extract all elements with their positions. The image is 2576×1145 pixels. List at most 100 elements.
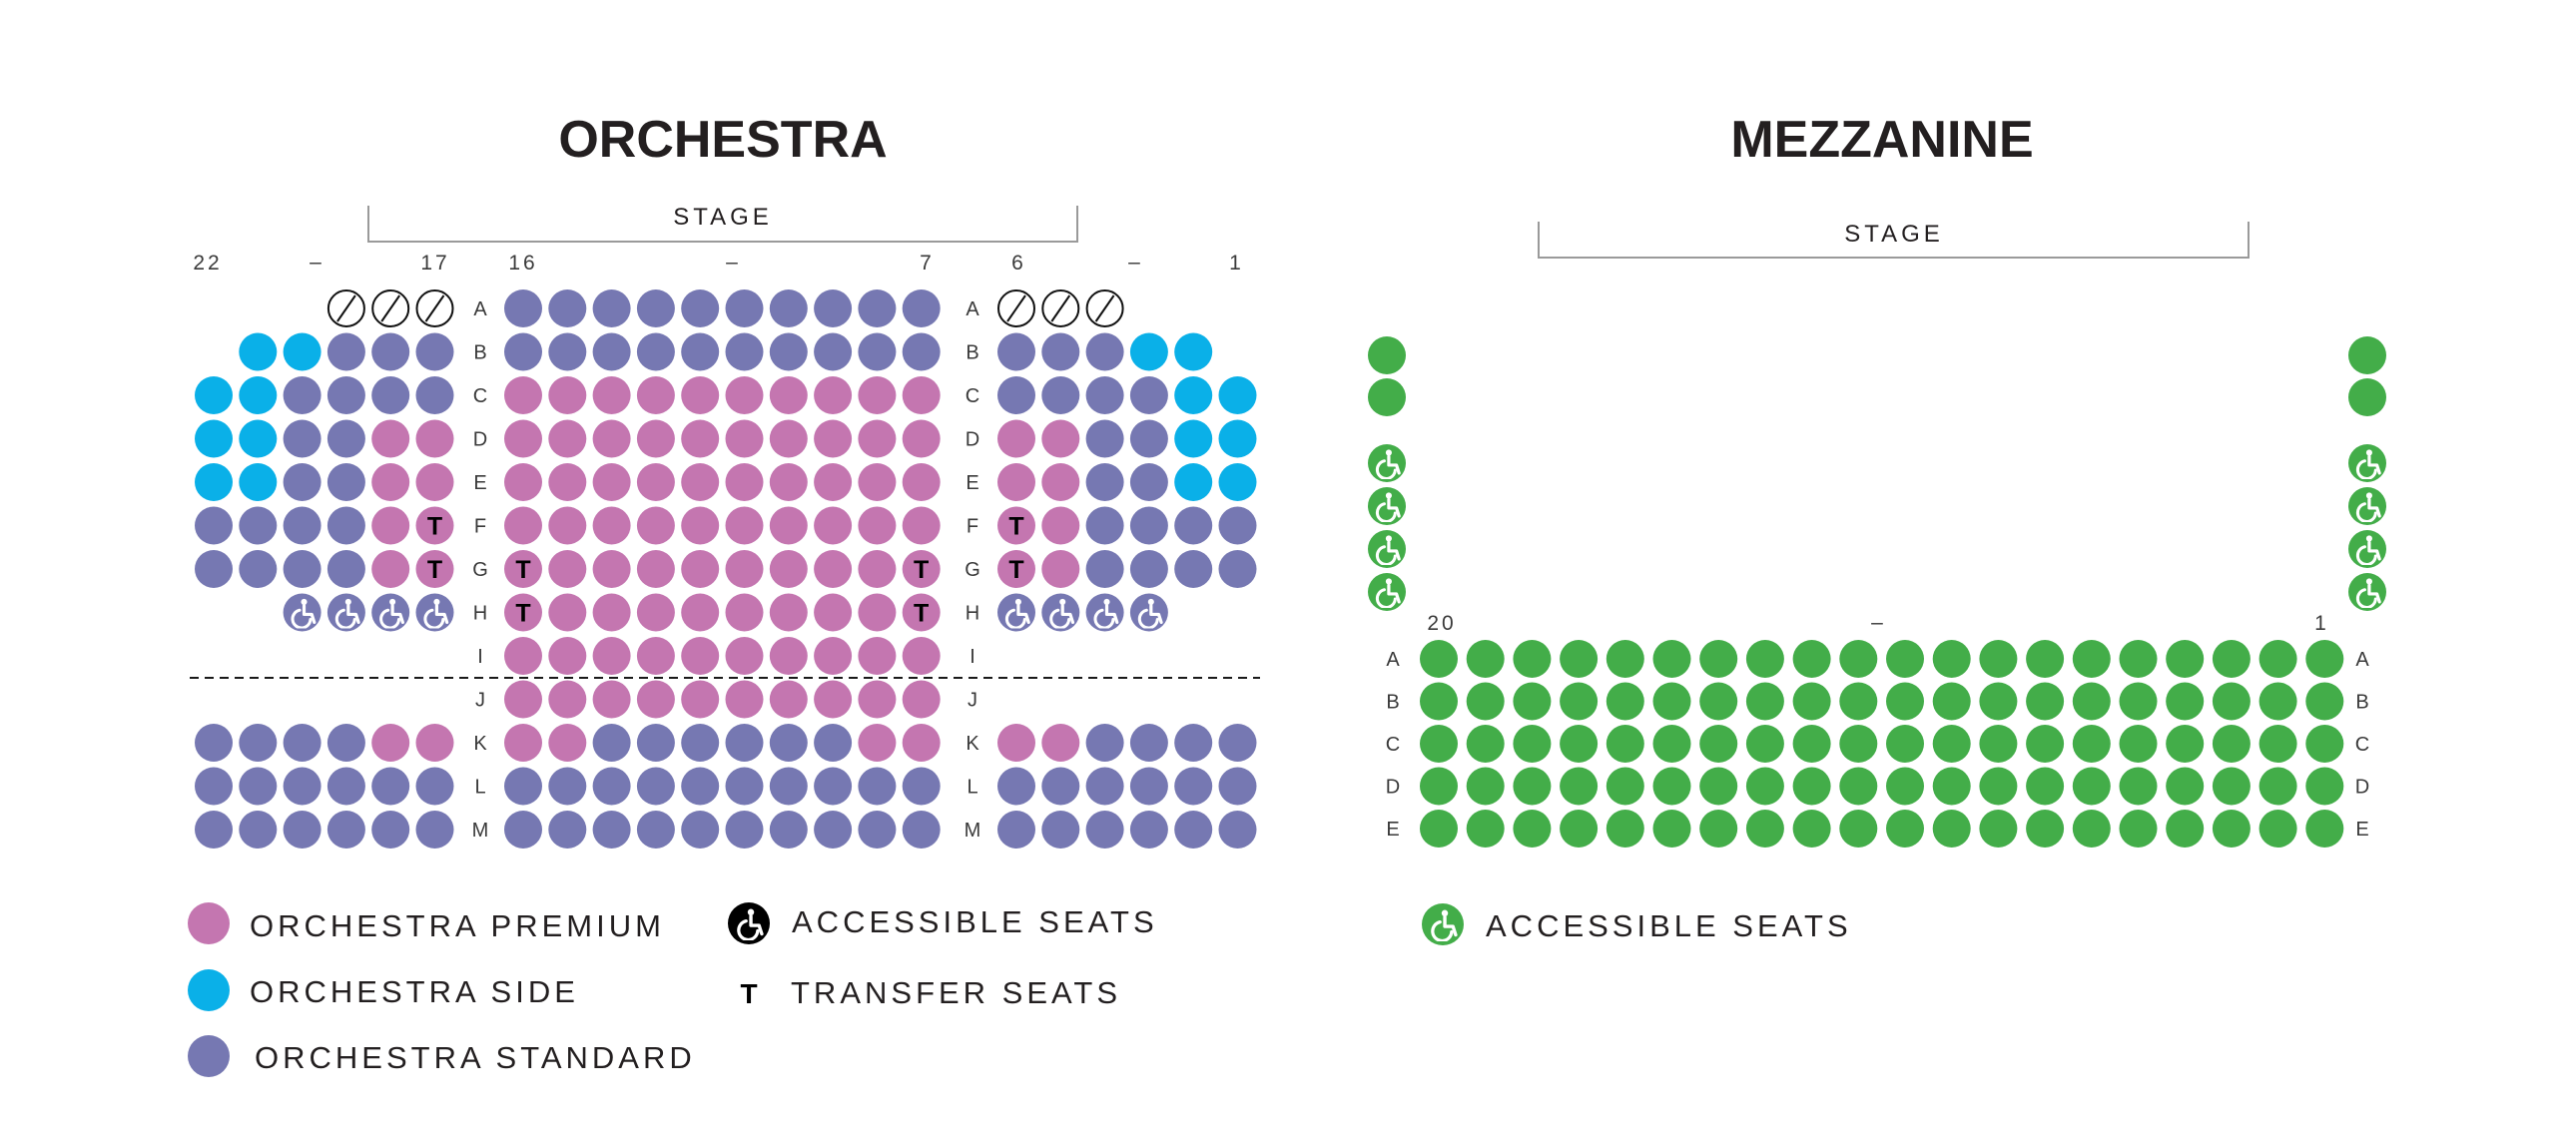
- orchestra-seat-C-right-3[interactable]: [1085, 376, 1124, 414]
- orchestra-seat-C-left-4[interactable]: [326, 376, 365, 414]
- mezzanine-seat-B-9[interactable]: [1932, 682, 1971, 721]
- mezzanine-seat-B-20[interactable]: [1420, 682, 1458, 721]
- orchestra-seat-F-left-5[interactable]: [371, 506, 410, 545]
- orchestra-seat-H-center-9[interactable]: [858, 593, 897, 632]
- orchestra-seat-C-right-5[interactable]: [1174, 376, 1213, 414]
- orchestra-seat-M-center-9[interactable]: [858, 811, 897, 849]
- mezzanine-seat-C-3[interactable]: [2212, 725, 2251, 763]
- orchestra-seat-L-center-1[interactable]: [504, 767, 542, 806]
- mezzanine-seat-A-2[interactable]: [2258, 640, 2297, 678]
- orchestra-seat-F-center-10[interactable]: [902, 506, 941, 545]
- orchestra-seat-A-center-3[interactable]: [592, 289, 631, 327]
- orchestra-seat-I-center-8[interactable]: [814, 637, 853, 675]
- orchestra-seat-D-center-8[interactable]: [814, 419, 853, 458]
- mezzanine-box-left-seat-2[interactable]: [1368, 378, 1406, 416]
- orchestra-seat-F-center-6[interactable]: [725, 506, 764, 545]
- mezzanine-box-left-seat-4[interactable]: [1368, 487, 1406, 525]
- orchestra-seat-K-center-4[interactable]: [636, 724, 675, 762]
- orchestra-seat-J-center-4[interactable]: [636, 680, 675, 719]
- mezzanine-seat-C-9[interactable]: [1932, 725, 1971, 763]
- orchestra-seat-G-right-6[interactable]: [1218, 550, 1257, 588]
- mezzanine-seat-B-1[interactable]: [2305, 682, 2344, 721]
- orchestra-seat-C-center-9[interactable]: [858, 376, 897, 414]
- orchestra-seat-L-right-3[interactable]: [1085, 767, 1124, 806]
- mezzanine-seat-A-20[interactable]: [1420, 640, 1458, 678]
- orchestra-seat-K-center-6[interactable]: [725, 724, 764, 762]
- orchestra-seat-K-right-5[interactable]: [1174, 724, 1213, 762]
- orchestra-seat-B-center-7[interactable]: [769, 332, 808, 371]
- orchestra-seat-A-center-6[interactable]: [725, 289, 764, 327]
- orchestra-seat-F-right-3[interactable]: [1085, 506, 1124, 545]
- orchestra-seat-C-left-2[interactable]: [239, 376, 278, 414]
- mezzanine-seat-D-17[interactable]: [1560, 767, 1599, 806]
- orchestra-seat-J-center-8[interactable]: [814, 680, 853, 719]
- orchestra-seat-F-left-6[interactable]: T: [415, 506, 454, 545]
- orchestra-seat-L-center-10[interactable]: [902, 767, 941, 806]
- orchestra-seat-L-left-2[interactable]: [239, 767, 278, 806]
- orchestra-seat-D-left-3[interactable]: [283, 419, 322, 458]
- orchestra-seat-D-right-3[interactable]: [1085, 419, 1124, 458]
- orchestra-seat-C-center-7[interactable]: [769, 376, 808, 414]
- orchestra-seat-I-center-3[interactable]: [592, 637, 631, 675]
- orchestra-seat-H-right-4[interactable]: [1129, 593, 1168, 632]
- mezzanine-seat-D-20[interactable]: [1420, 767, 1458, 806]
- mezzanine-seat-D-10[interactable]: [1886, 767, 1924, 806]
- orchestra-seat-I-center-6[interactable]: [725, 637, 764, 675]
- orchestra-seat-A-center-5[interactable]: [681, 289, 720, 327]
- orchestra-seat-C-right-1[interactable]: [997, 376, 1035, 414]
- orchestra-seat-B-center-5[interactable]: [681, 332, 720, 371]
- orchestra-seat-C-right-6[interactable]: [1218, 376, 1257, 414]
- mezzanine-seat-D-8[interactable]: [1979, 767, 2018, 806]
- orchestra-seat-F-center-1[interactable]: [504, 506, 542, 545]
- orchestra-seat-I-center-2[interactable]: [548, 637, 587, 675]
- mezzanine-seat-C-11[interactable]: [1839, 725, 1878, 763]
- orchestra-seat-F-right-5[interactable]: [1174, 506, 1213, 545]
- orchestra-seat-M-center-1[interactable]: [504, 811, 542, 849]
- orchestra-seat-D-center-2[interactable]: [548, 419, 587, 458]
- orchestra-seat-D-left-2[interactable]: [239, 419, 278, 458]
- orchestra-seat-G-right-2[interactable]: [1041, 550, 1080, 588]
- orchestra-seat-M-left-6[interactable]: [415, 811, 454, 849]
- orchestra-seat-F-center-9[interactable]: [858, 506, 897, 545]
- mezzanine-seat-A-4[interactable]: [2166, 640, 2205, 678]
- orchestra-seat-B-center-2[interactable]: [548, 332, 587, 371]
- orchestra-seat-L-left-5[interactable]: [371, 767, 410, 806]
- orchestra-seat-F-right-2[interactable]: [1041, 506, 1080, 545]
- mezzanine-seat-B-5[interactable]: [2119, 682, 2158, 721]
- mezzanine-seat-C-2[interactable]: [2258, 725, 2297, 763]
- orchestra-seat-L-center-9[interactable]: [858, 767, 897, 806]
- orchestra-seat-L-right-4[interactable]: [1129, 767, 1168, 806]
- orchestra-seat-K-left-1[interactable]: [195, 724, 233, 762]
- mezzanine-seat-C-13[interactable]: [1745, 725, 1784, 763]
- mezzanine-seat-D-19[interactable]: [1466, 767, 1505, 806]
- mezzanine-seat-B-13[interactable]: [1745, 682, 1784, 721]
- mezzanine-seat-C-12[interactable]: [1792, 725, 1831, 763]
- mezzanine-seat-E-7[interactable]: [2026, 810, 2065, 848]
- orchestra-seat-G-right-3[interactable]: [1085, 550, 1124, 588]
- orchestra-seat-C-right-4[interactable]: [1129, 376, 1168, 414]
- orchestra-seat-A-center-4[interactable]: [636, 289, 675, 327]
- orchestra-seat-M-right-3[interactable]: [1085, 811, 1124, 849]
- orchestra-seat-L-center-4[interactable]: [636, 767, 675, 806]
- orchestra-seat-I-center-4[interactable]: [636, 637, 675, 675]
- orchestra-seat-G-center-5[interactable]: [681, 550, 720, 588]
- orchestra-seat-K-left-3[interactable]: [283, 724, 322, 762]
- mezzanine-box-left-seat-3[interactable]: [1368, 444, 1406, 482]
- mezzanine-seat-E-18[interactable]: [1513, 810, 1552, 848]
- orchestra-seat-C-left-6[interactable]: [415, 376, 454, 414]
- orchestra-seat-E-center-7[interactable]: [769, 463, 808, 501]
- orchestra-seat-F-right-6[interactable]: [1218, 506, 1257, 545]
- orchestra-seat-G-left-2[interactable]: [239, 550, 278, 588]
- orchestra-seat-E-right-6[interactable]: [1218, 463, 1257, 501]
- orchestra-seat-G-right-4[interactable]: [1129, 550, 1168, 588]
- orchestra-seat-M-center-7[interactable]: [769, 811, 808, 849]
- orchestra-seat-H-right-2[interactable]: [1041, 593, 1080, 632]
- orchestra-seat-F-left-3[interactable]: [283, 506, 322, 545]
- orchestra-seat-B-center-9[interactable]: [858, 332, 897, 371]
- orchestra-seat-G-left-6[interactable]: T: [415, 550, 454, 588]
- orchestra-seat-E-center-9[interactable]: [858, 463, 897, 501]
- mezzanine-seat-C-6[interactable]: [2072, 725, 2111, 763]
- orchestra-seat-E-right-2[interactable]: [1041, 463, 1080, 501]
- mezzanine-seat-B-16[interactable]: [1606, 682, 1644, 721]
- orchestra-seat-D-center-1[interactable]: [504, 419, 542, 458]
